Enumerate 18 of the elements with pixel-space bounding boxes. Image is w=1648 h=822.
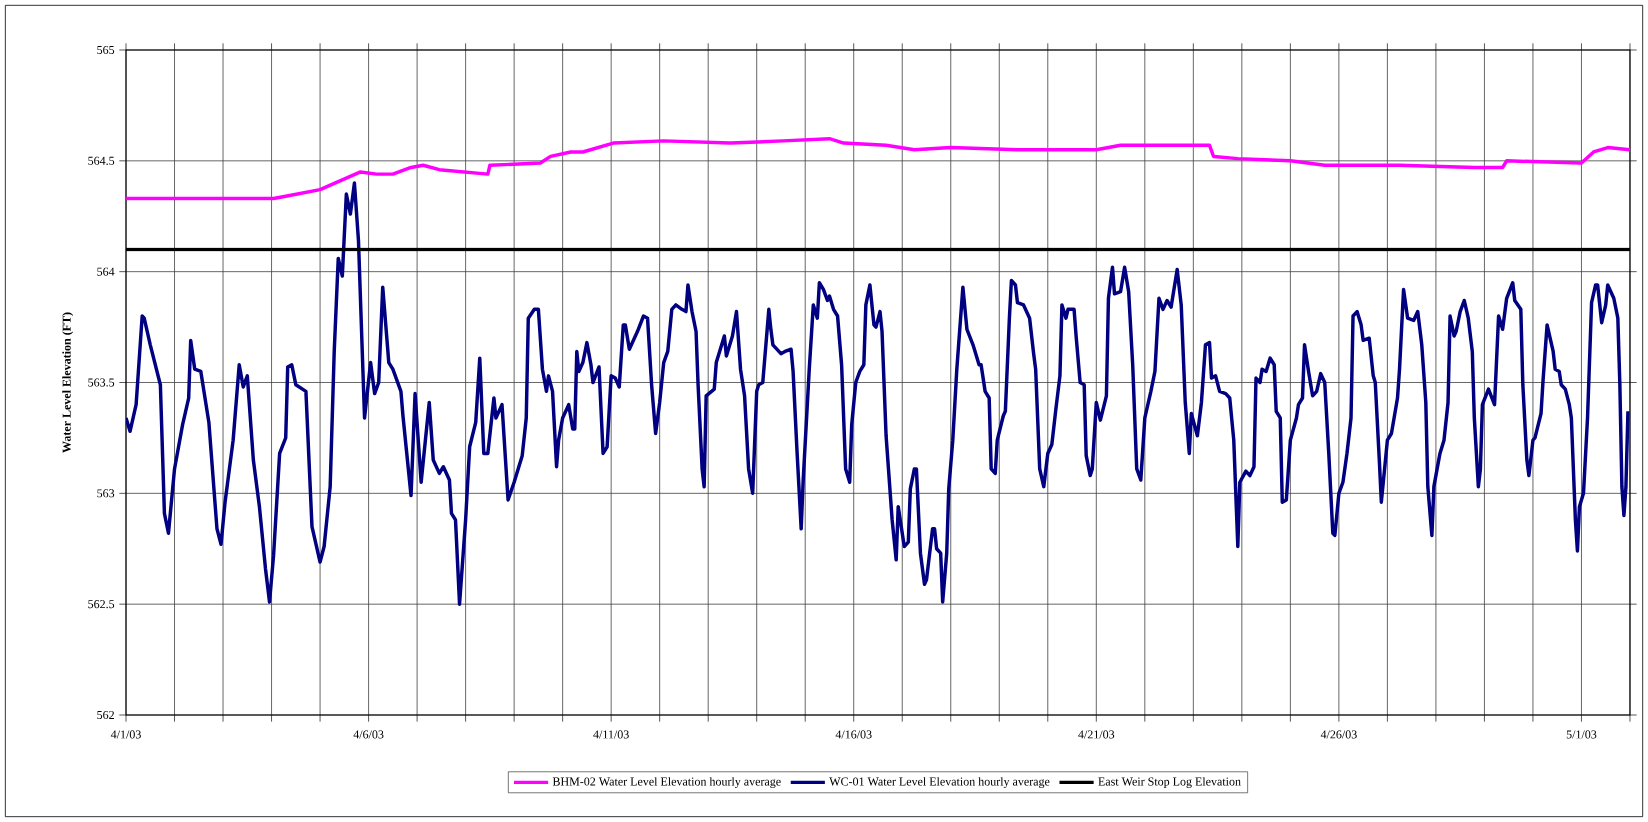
x-tick-label: 4/6/03	[353, 730, 384, 739]
y-tick-label: 564.5	[88, 156, 115, 165]
x-tick-label: 4/1/03	[110, 730, 141, 739]
x-tick-label: 4/16/03	[835, 730, 872, 739]
x-tick-label: 5/1/03	[1566, 730, 1597, 739]
y-axis-title: Water Level Elevation (FT)	[62, 312, 74, 453]
legend-label: BHM-02 Water Level Elevation hourly average	[552, 777, 781, 789]
y-tick-label: 563	[97, 489, 115, 498]
x-tick-label: 4/11/03	[593, 730, 629, 739]
x-tick-label: 4/21/03	[1078, 730, 1115, 739]
y-tick-label: 564	[97, 267, 115, 276]
y-tick-label: 562	[97, 710, 114, 720]
y-tick-label: 563.5	[88, 378, 115, 387]
x-tick-label: 4/26/03	[1320, 730, 1357, 739]
legend-label: East Weir Stop Log Elevation	[1098, 777, 1241, 789]
y-tick-label: 562.5	[88, 600, 115, 609]
y-tick-label: 565	[97, 45, 115, 55]
legend-label: WC-01 Water Level Elevation hourly average	[829, 777, 1050, 789]
